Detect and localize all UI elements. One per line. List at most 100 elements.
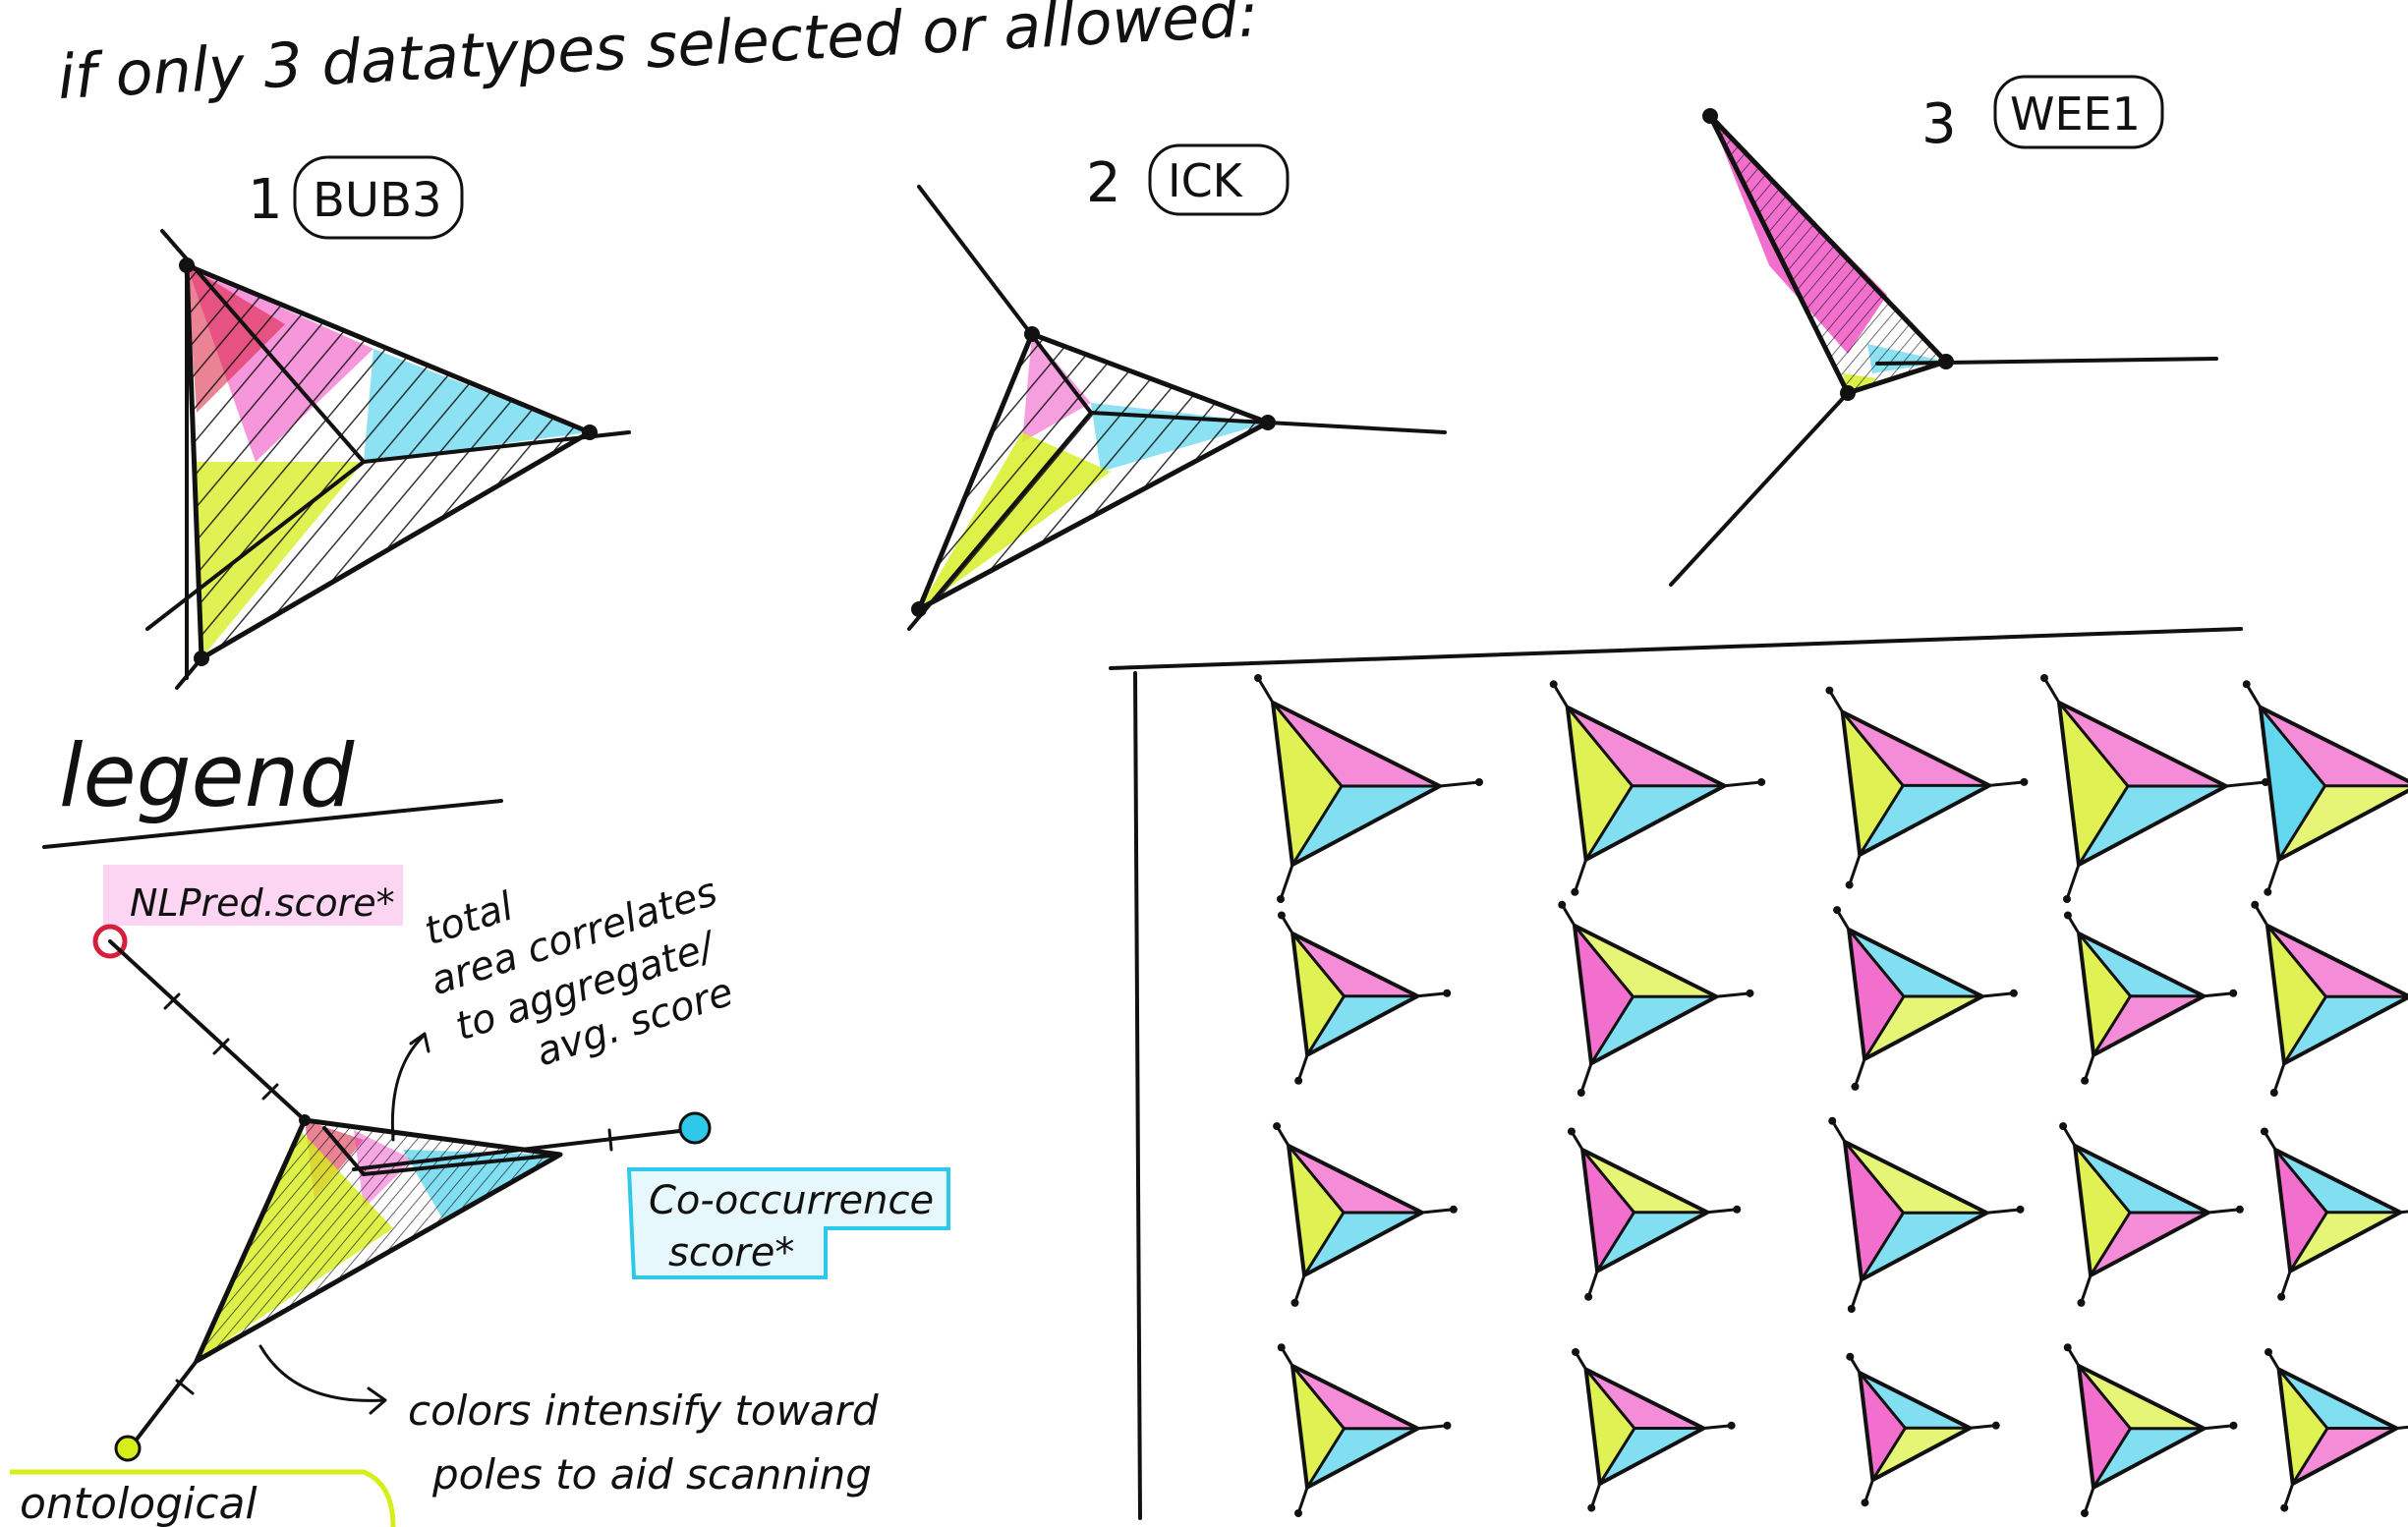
glyph-axis-ext	[1863, 1479, 1874, 1503]
glyph-axis-ext	[1716, 991, 1750, 998]
grid-cells	[1254, 674, 2408, 1517]
vertex	[911, 601, 927, 617]
example-3-label: WEE1	[2010, 87, 2141, 141]
glyph-axis-ext	[1256, 677, 1275, 704]
glyph-outline	[2265, 924, 2408, 1066]
glyph-vertex	[1549, 680, 1558, 689]
grid-glyph	[1828, 1116, 2025, 1313]
glyph-axis-ext	[2083, 1054, 2095, 1082]
example-3-number: 3	[1921, 92, 1957, 156]
glyph-outline	[1583, 1367, 1706, 1486]
cooccurrence-label-box	[626, 1167, 950, 1279]
glyph-vertex	[1277, 895, 1285, 903]
vertex	[1702, 108, 1718, 124]
grid-glyph	[1558, 900, 1754, 1097]
glyph-vertex	[1558, 900, 1567, 909]
grid-left-rule	[1133, 671, 1142, 1520]
hatched-area	[187, 265, 590, 658]
glyph-axis-ext	[2204, 991, 2234, 998]
glyph-outline	[194, 1117, 563, 1364]
glyph-vertex	[1861, 1499, 1869, 1507]
glyph-vertex	[2277, 1292, 2286, 1301]
glyph-fill	[1575, 926, 1634, 1064]
cooccurrence-label-line2: score*	[668, 1230, 794, 1275]
glyph-outline	[1287, 1144, 1424, 1277]
glyph-axis-ext	[1579, 1062, 1593, 1094]
glyph-vertex	[2269, 1089, 2278, 1097]
glyph-outline	[2276, 1367, 2399, 1486]
vertex	[1840, 385, 1856, 401]
vertex	[179, 257, 195, 273]
glyph-vertex	[1449, 1205, 1458, 1214]
glyph-vertex	[1846, 1352, 1855, 1361]
example-1-label: BUB3	[313, 173, 442, 228]
glyph-vertex	[2229, 989, 2238, 997]
example-1: 1 BUB3	[145, 155, 631, 690]
example-2-label-box	[1148, 143, 1290, 216]
grid-glyph	[2059, 1122, 2244, 1307]
glyph-vertex	[1847, 1305, 1856, 1313]
axis-ontological	[907, 411, 1093, 631]
glyph-outline	[1271, 701, 1442, 867]
grid-glyph	[1549, 680, 1766, 896]
glyph-vertex	[2020, 777, 2029, 786]
glyph-axis-ext	[2253, 903, 2269, 927]
glyph-axis	[1291, 933, 1346, 997]
glyph-outline	[2057, 701, 2228, 867]
glyph-axis	[1305, 994, 1346, 1056]
glyph-outline	[2258, 705, 2408, 862]
glyph-vertex	[2063, 1343, 2072, 1352]
glyph-outline	[1707, 113, 1949, 396]
glyph-vertex	[2260, 1127, 2268, 1136]
glyph-axis-ext	[1848, 854, 1862, 886]
glyph-axis-ext	[2265, 859, 2281, 893]
glyph-axis	[2073, 1145, 2132, 1214]
glyph-outline	[1573, 924, 1719, 1066]
ontological-label-box	[10, 1469, 396, 1527]
axis-ontological	[1669, 391, 1850, 587]
glyph-axis-ext	[1560, 903, 1577, 927]
grid-glyph	[1277, 911, 1452, 1085]
axis-ontological	[145, 460, 366, 631]
glyph-axis-ext	[1707, 1208, 1738, 1215]
grid-glyph	[2242, 680, 2408, 896]
example-2-label: ICK	[1168, 154, 1244, 207]
glyph-axis-ext	[2282, 1483, 2295, 1509]
example-3: 3 WEE1	[1669, 75, 2218, 587]
glyph-fill	[1842, 711, 1904, 855]
glyph-vertex	[1443, 1421, 1452, 1430]
grid-glyph	[1273, 1122, 1458, 1307]
glyph-vertex	[1584, 1292, 1593, 1301]
grid-glyph	[1254, 674, 1483, 903]
glyph-vertex	[1277, 911, 1286, 920]
grid-glyph	[2265, 1347, 2408, 1512]
glyph-axis-ext	[1589, 1483, 1602, 1509]
glyph-axis	[1584, 784, 1634, 861]
grid-glyph	[1572, 1347, 1736, 1512]
glyph-outline	[916, 331, 1271, 612]
glyph-vertex	[2264, 887, 2272, 896]
glyph-axis-ext	[2204, 1424, 2234, 1431]
glyph-vertex	[1567, 1127, 1576, 1136]
glyph-axis-ext	[2083, 1487, 2095, 1514]
nlp-pole-icon	[92, 924, 128, 959]
glyph-fill	[1845, 1142, 1904, 1280]
glyph-axis	[2077, 1365, 2132, 1430]
glyph-axis	[1859, 1372, 1907, 1430]
glyph-axis-ext	[1293, 1274, 1306, 1304]
glyph-outline	[1290, 1364, 1420, 1490]
glyph-axis	[2277, 1368, 2329, 1430]
glyph-vertex	[1833, 906, 1842, 915]
glyph-axis-ext	[1421, 1208, 1455, 1215]
glyph-axis	[2274, 1149, 2328, 1214]
glyph-axis-ext	[1830, 1119, 1847, 1143]
glyph-vertex	[2081, 1509, 2089, 1517]
glyph-axis	[2092, 994, 2132, 1056]
glyph-axis-ext	[1981, 991, 2015, 998]
legend-heading: legend	[59, 725, 355, 826]
glyph-axis	[1871, 1427, 1907, 1481]
grid-glyph	[1846, 1352, 2000, 1507]
glyph-axis-ext	[1986, 1208, 2021, 1215]
axis-nlp	[160, 229, 366, 464]
glyph-axis	[2092, 1427, 2132, 1489]
